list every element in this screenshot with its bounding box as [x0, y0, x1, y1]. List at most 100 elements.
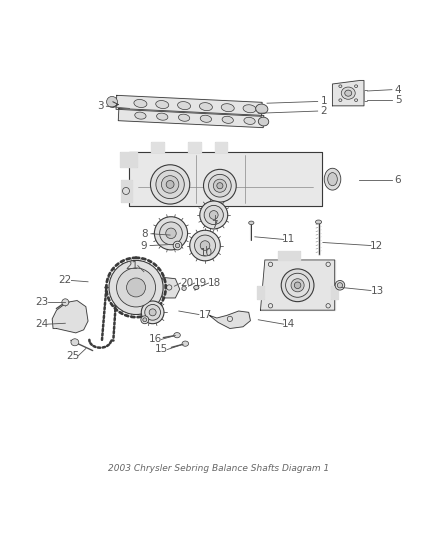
Text: 15: 15: [155, 344, 168, 354]
Ellipse shape: [258, 117, 269, 126]
Text: 6: 6: [395, 175, 401, 185]
Polygon shape: [331, 286, 338, 299]
Ellipse shape: [182, 286, 186, 290]
Text: 12: 12: [370, 240, 383, 251]
Ellipse shape: [199, 103, 212, 111]
Text: 24: 24: [35, 319, 49, 329]
Ellipse shape: [294, 282, 301, 288]
Text: 2: 2: [321, 106, 327, 116]
Ellipse shape: [175, 244, 180, 248]
Ellipse shape: [315, 220, 321, 224]
Ellipse shape: [141, 316, 149, 324]
Text: 18: 18: [208, 278, 221, 288]
Ellipse shape: [324, 168, 341, 190]
Ellipse shape: [166, 228, 176, 239]
Text: 5: 5: [395, 95, 401, 104]
Ellipse shape: [200, 201, 228, 229]
Ellipse shape: [178, 114, 190, 122]
Ellipse shape: [345, 90, 352, 96]
Ellipse shape: [209, 211, 218, 220]
Ellipse shape: [109, 261, 163, 314]
Polygon shape: [332, 80, 364, 106]
Ellipse shape: [156, 101, 169, 109]
Text: 9: 9: [141, 240, 147, 251]
Polygon shape: [188, 142, 201, 152]
Ellipse shape: [173, 241, 182, 250]
Text: 7: 7: [211, 221, 218, 230]
Text: 13: 13: [371, 286, 384, 295]
Ellipse shape: [145, 304, 160, 320]
Polygon shape: [278, 251, 300, 260]
Text: 14: 14: [282, 319, 296, 329]
Ellipse shape: [281, 269, 314, 302]
Ellipse shape: [204, 169, 236, 202]
Ellipse shape: [157, 113, 168, 120]
Ellipse shape: [156, 170, 184, 199]
Ellipse shape: [208, 174, 231, 197]
Polygon shape: [261, 260, 335, 310]
Text: 3: 3: [97, 101, 103, 111]
Text: 8: 8: [141, 229, 148, 239]
Ellipse shape: [200, 115, 212, 122]
Ellipse shape: [256, 104, 268, 114]
Ellipse shape: [135, 112, 146, 119]
Ellipse shape: [194, 286, 199, 289]
Ellipse shape: [182, 341, 189, 346]
Polygon shape: [215, 142, 227, 152]
Ellipse shape: [150, 165, 190, 204]
Polygon shape: [257, 286, 264, 299]
Ellipse shape: [328, 173, 337, 185]
Ellipse shape: [62, 299, 69, 306]
Polygon shape: [130, 152, 321, 206]
Ellipse shape: [106, 96, 117, 107]
Ellipse shape: [159, 222, 182, 245]
Ellipse shape: [200, 241, 210, 251]
Text: 20: 20: [180, 278, 193, 288]
Ellipse shape: [244, 117, 255, 124]
Text: 4: 4: [395, 85, 401, 95]
Polygon shape: [159, 277, 180, 298]
Ellipse shape: [127, 278, 145, 297]
Ellipse shape: [341, 87, 355, 99]
Ellipse shape: [291, 279, 304, 292]
Polygon shape: [118, 108, 264, 127]
Ellipse shape: [143, 318, 147, 322]
Polygon shape: [121, 180, 132, 202]
Ellipse shape: [286, 273, 310, 297]
Ellipse shape: [222, 116, 233, 123]
Ellipse shape: [177, 102, 191, 110]
Ellipse shape: [194, 235, 215, 256]
Polygon shape: [151, 142, 163, 152]
Ellipse shape: [190, 230, 220, 261]
Text: 2003 Chrysler Sebring Balance Shafts Diagram 1: 2003 Chrysler Sebring Balance Shafts Dia…: [108, 464, 330, 473]
Polygon shape: [120, 152, 138, 167]
Ellipse shape: [71, 339, 79, 346]
Ellipse shape: [243, 105, 256, 112]
Ellipse shape: [249, 221, 254, 224]
Ellipse shape: [117, 268, 155, 307]
Ellipse shape: [141, 301, 164, 324]
Text: 16: 16: [148, 334, 162, 344]
Ellipse shape: [166, 181, 174, 188]
Text: 22: 22: [59, 276, 72, 286]
Text: 19: 19: [194, 278, 207, 288]
Text: 23: 23: [35, 297, 49, 308]
Ellipse shape: [154, 217, 187, 250]
Ellipse shape: [221, 104, 234, 112]
Ellipse shape: [149, 309, 156, 316]
Text: 21: 21: [125, 261, 138, 271]
Polygon shape: [116, 95, 262, 116]
Text: 10: 10: [199, 248, 212, 259]
Text: 1: 1: [321, 96, 327, 107]
Text: 25: 25: [66, 351, 79, 360]
Polygon shape: [209, 311, 251, 328]
Ellipse shape: [174, 333, 180, 338]
Ellipse shape: [134, 100, 147, 108]
Polygon shape: [52, 301, 88, 333]
Ellipse shape: [217, 183, 223, 189]
Ellipse shape: [335, 280, 345, 290]
Ellipse shape: [213, 179, 226, 192]
Ellipse shape: [204, 205, 223, 224]
Text: 11: 11: [282, 235, 296, 245]
Ellipse shape: [337, 282, 343, 288]
